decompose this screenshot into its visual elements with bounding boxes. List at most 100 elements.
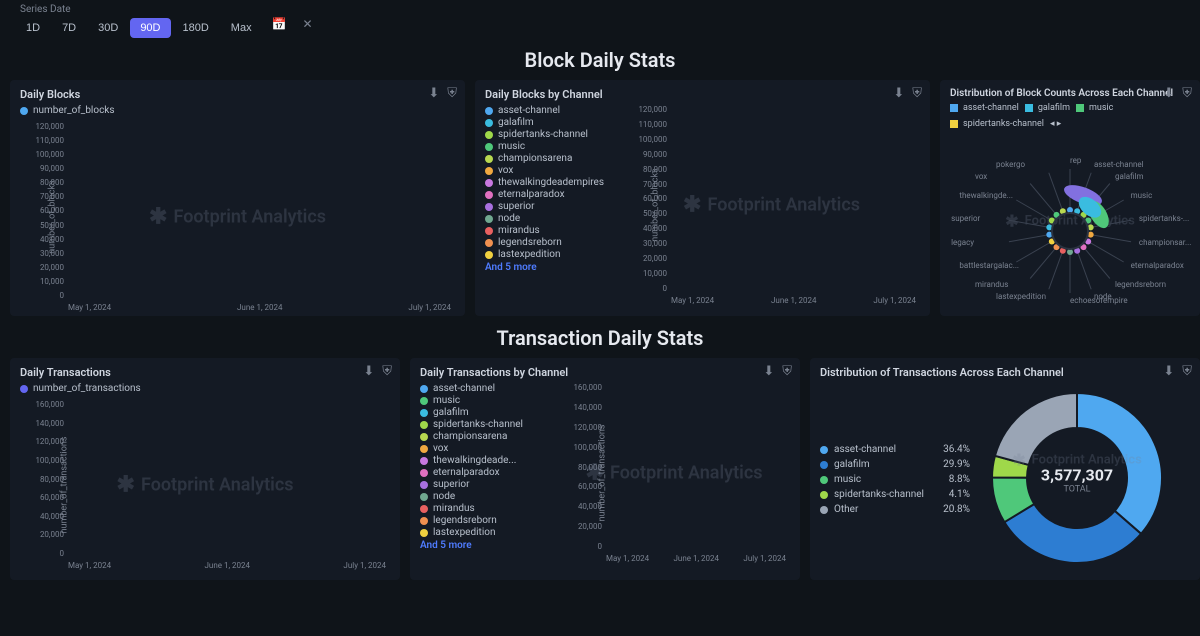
legend-label: galafilm (433, 407, 469, 418)
more-link[interactable]: And 5 more (485, 262, 615, 273)
range-btn-1d[interactable]: 1D (16, 18, 50, 38)
y-tick: 90,000 (30, 164, 64, 173)
donut-legend: asset-channel36.4% galafilm29.9% music8.8%… (820, 444, 970, 515)
download-icon[interactable]: ⬇ (428, 86, 439, 101)
donut-legend-item[interactable]: spidertanks-channel4.1% (820, 489, 970, 500)
close-icon[interactable]: ✕ (297, 13, 319, 35)
legend-label: music (433, 395, 460, 406)
legend-item[interactable]: championsarena (485, 153, 615, 164)
donut-legend-item[interactable]: asset-channel36.4% (820, 444, 970, 455)
range-btn-90d[interactable]: 90D (130, 18, 170, 38)
legend-item[interactable]: node (420, 491, 550, 502)
x-tick: June 1, 2024 (237, 303, 283, 312)
legend-chip[interactable]: galafilm (1025, 103, 1070, 113)
shield-icon[interactable]: ⛨ (1182, 364, 1192, 379)
legend-item[interactable]: superior (485, 201, 615, 212)
legend-dot-icon (420, 385, 428, 393)
donut-legend-item[interactable]: music8.8% (820, 474, 970, 485)
legend-dot-icon (420, 445, 428, 453)
range-btn-180d[interactable]: 180D (173, 18, 219, 38)
legend-item[interactable]: vox (485, 165, 615, 176)
legend-item[interactable]: asset-channel (485, 105, 615, 116)
y-tick: 40,000 (633, 224, 667, 233)
legend-item[interactable]: music (420, 395, 550, 406)
legend-item[interactable]: legendsreborn (485, 237, 615, 248)
more-link[interactable]: And 5 more (420, 540, 550, 551)
legend-dot-icon (420, 505, 428, 513)
shield-icon[interactable]: ⛨ (1182, 86, 1192, 101)
legend-dot-icon (485, 107, 493, 115)
legend-chip[interactable]: music (1076, 103, 1113, 113)
legend-dot-icon (485, 239, 493, 247)
legend-pct: 4.1% (949, 489, 970, 500)
legend-item[interactable]: galafilm (420, 407, 550, 418)
donut-legend-item[interactable]: Other20.8% (820, 504, 970, 515)
donut-total: 3,577,307 (1041, 465, 1113, 484)
legend-nav[interactable]: ◂ ▸ (1050, 119, 1061, 129)
legend-item[interactable]: vox (420, 443, 550, 454)
legend-dot-icon (485, 143, 493, 151)
x-ticks: May 1, 2024June 1, 2024July 1, 2024 (68, 303, 451, 312)
y-tick: 110,000 (30, 136, 64, 145)
legend-item[interactable]: node (485, 213, 615, 224)
legend-label: spidertanks-channel (498, 129, 588, 140)
y-tick: 30,000 (633, 239, 667, 248)
y-tick: 100,000 (30, 150, 64, 159)
chart-daily-tx: number_of_transactions 020,00040,00060,0… (20, 400, 390, 570)
legend-item[interactable]: thewalkingdeade... (420, 455, 550, 466)
donut-slice[interactable] (995, 393, 1077, 465)
legend-chip[interactable]: spidertanks-channel (950, 119, 1044, 129)
legend-label: lastexpedition (433, 527, 496, 538)
calendar-icon[interactable]: 📅 (266, 13, 293, 35)
download-icon[interactable]: ⬇ (893, 86, 904, 101)
legend-dot-icon (485, 227, 493, 235)
y-tick: 50,000 (633, 209, 667, 218)
legend-label: superior (498, 201, 535, 212)
legend-item[interactable]: championsarena (420, 431, 550, 442)
legend-item[interactable]: thewalkingdeadempires (485, 177, 615, 188)
y-tick: 160,000 (568, 383, 602, 392)
download-icon[interactable]: ⬇ (763, 364, 774, 379)
donut-slice[interactable] (1077, 393, 1162, 534)
legend-label: spidertanks-channel (433, 419, 523, 430)
legend-item[interactable]: lastexpedition (420, 527, 550, 538)
radial-chart: ✱Footprint Analytics repasset-channelgal… (950, 131, 1190, 311)
legend-item[interactable]: eternalparadox (420, 467, 550, 478)
y-tick: 20,000 (30, 530, 64, 539)
legend-item[interactable]: galafilm (485, 117, 615, 128)
shield-icon[interactable]: ⛨ (782, 364, 792, 379)
legend-label: eternalparadox (433, 467, 500, 478)
shield-icon[interactable]: ⛨ (382, 364, 392, 379)
range-btn-7d[interactable]: 7D (52, 18, 86, 38)
shield-icon[interactable]: ⛨ (447, 86, 457, 101)
legend-label: music (1089, 103, 1113, 113)
legend-item[interactable]: spidertanks-channel (420, 419, 550, 430)
legend-item[interactable]: asset-channel (420, 383, 550, 394)
legend-label: lastexpedition (498, 249, 561, 260)
panel-title: Daily Transactions (20, 366, 390, 379)
legend-chip[interactable]: asset-channel (950, 103, 1019, 113)
legend-item[interactable]: mirandus (485, 225, 615, 236)
y-tick: 0 (633, 284, 667, 293)
legend-item[interactable]: mirandus (420, 503, 550, 514)
legend-item[interactable]: lastexpedition (485, 249, 615, 260)
legend-label: championsarena (498, 153, 572, 164)
range-btn-30d[interactable]: 30D (88, 18, 128, 38)
legend-item[interactable]: eternalparadox (485, 189, 615, 200)
legend-item[interactable]: music (485, 141, 615, 152)
download-icon[interactable]: ⬇ (1163, 364, 1174, 379)
y-tick: 120,000 (30, 437, 64, 446)
legend-dot-icon (820, 446, 828, 454)
legend-item[interactable]: legendsreborn (420, 515, 550, 526)
download-icon[interactable]: ⬇ (1163, 86, 1174, 101)
range-btn-max[interactable]: Max (221, 18, 262, 38)
download-icon[interactable]: ⬇ (363, 364, 374, 379)
legend-item[interactable]: superior (420, 479, 550, 490)
legend-item[interactable]: spidertanks-channel (485, 129, 615, 140)
donut-legend-item[interactable]: galafilm29.9% (820, 459, 970, 470)
bars (671, 105, 916, 293)
bars (606, 383, 786, 551)
x-ticks: May 1, 2024June 1, 2024July 1, 2024 (68, 561, 386, 570)
panel-title: Distribution of Transactions Across Each… (820, 366, 1190, 379)
shield-icon[interactable]: ⛨ (912, 86, 922, 101)
